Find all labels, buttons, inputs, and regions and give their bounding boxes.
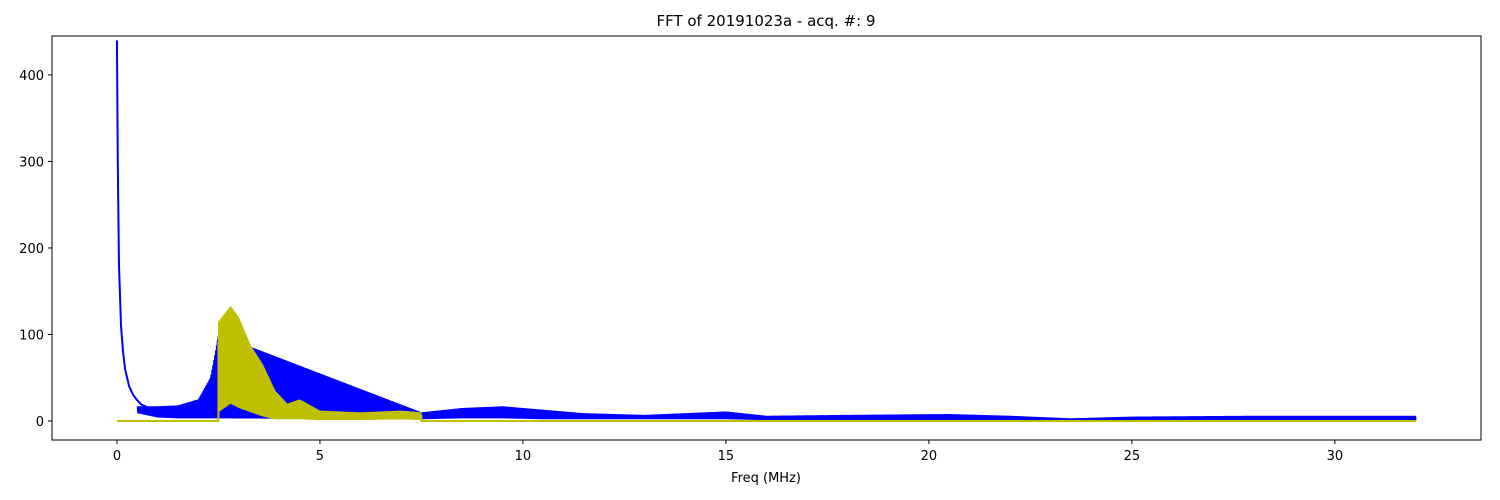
x-tick-label: 10 xyxy=(515,449,532,464)
chart-title: FFT of 20191023a - acq. #: 9 xyxy=(656,12,875,30)
series-layer xyxy=(115,40,1417,422)
y-tick-label: 400 xyxy=(19,69,44,84)
x-tick-label: 30 xyxy=(1327,449,1344,464)
y-tick-label: 0 xyxy=(36,415,44,430)
y-tick-label: 300 xyxy=(19,155,44,170)
plot-frame xyxy=(51,35,1482,441)
y-axis-ticks: 0 100 200 300 400 xyxy=(19,69,52,430)
x-tick-label: 20 xyxy=(921,449,938,464)
x-axis-label: Freq (MHz) xyxy=(731,471,801,486)
x-tick-label: 5 xyxy=(316,449,324,464)
series-1-line xyxy=(115,40,1417,422)
series-2-line xyxy=(116,311,1417,422)
x-axis-ticks: 0 5 10 15 20 25 30 xyxy=(113,440,1343,464)
y-tick-label: 200 xyxy=(19,242,44,257)
series-2 xyxy=(116,306,1417,422)
y-tick-label: 100 xyxy=(19,328,44,343)
x-tick-label: 25 xyxy=(1124,449,1141,464)
x-tick-label: 15 xyxy=(718,449,735,464)
x-tick-label: 0 xyxy=(113,449,121,464)
